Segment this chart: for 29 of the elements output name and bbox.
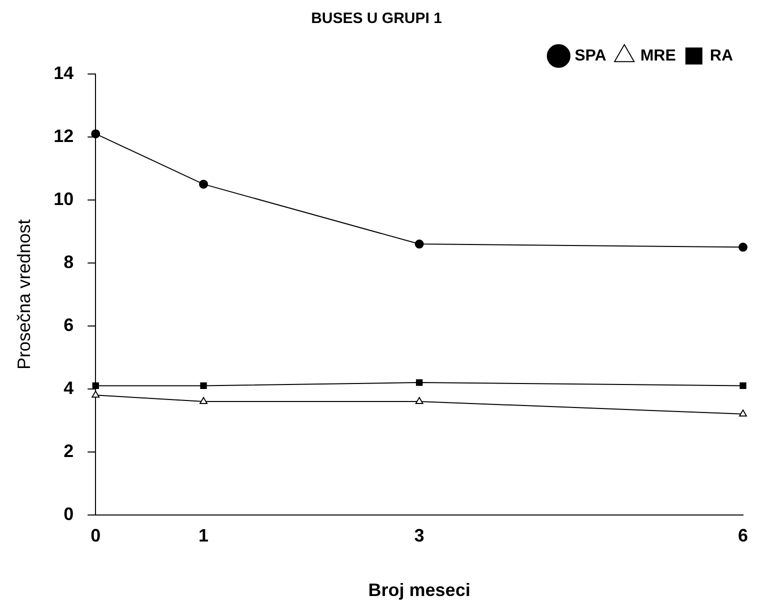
point <box>200 396 208 404</box>
x-tick-label: 6 <box>738 526 748 546</box>
point <box>414 240 424 249</box>
y-axis-title: Prosečna vrednost <box>14 219 34 370</box>
y-tick-label: 12 <box>54 126 74 146</box>
point <box>200 382 207 390</box>
legend-label: SPA <box>574 47 607 64</box>
point <box>91 129 100 138</box>
point <box>199 180 208 189</box>
point <box>738 242 748 252</box>
y-tick-label: 4 <box>64 378 74 398</box>
y-tick-label: 14 <box>54 62 74 83</box>
y-tick-label: 2 <box>64 440 74 461</box>
y-tick-label: 0 <box>64 504 74 524</box>
point <box>416 379 423 386</box>
point <box>415 396 424 404</box>
y-tick-label: 6 <box>64 314 74 335</box>
y-tick-label: 8 <box>64 252 74 272</box>
x-axis-title: Broj meseci <box>368 580 470 600</box>
y-tick-label: 10 <box>54 188 74 209</box>
legend-label: RA <box>710 47 734 64</box>
point <box>92 382 99 390</box>
x-tick-label: 0 <box>90 526 101 546</box>
point <box>740 382 746 390</box>
point <box>739 410 747 417</box>
chart-title: BUSES U GRUPI 1 <box>311 10 442 28</box>
legend-label: MRE <box>640 47 676 64</box>
x-tick-label: 3 <box>414 526 424 546</box>
x-tick-label: 1 <box>198 526 209 546</box>
